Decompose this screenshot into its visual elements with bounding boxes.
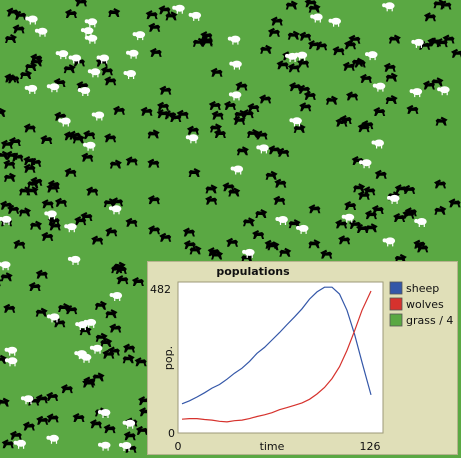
y-max-label: 482 <box>150 283 171 296</box>
legend-swatch <box>389 313 403 327</box>
x-axis-label: time <box>260 440 285 453</box>
legend-label: grass / 4 <box>406 314 453 327</box>
series-line-sheep <box>181 286 372 405</box>
y-min-label: 0 <box>168 427 175 440</box>
legend-label: wolves <box>406 298 444 311</box>
plot-title: populations <box>216 265 290 278</box>
x-min-label: 0 <box>175 440 182 453</box>
x-max-label: 126 <box>360 440 381 453</box>
series-layer <box>181 286 372 423</box>
legend-label: sheep <box>406 282 439 295</box>
legend-swatch <box>389 297 403 311</box>
legend-swatch <box>389 281 403 295</box>
plot-area <box>177 281 384 434</box>
population-plot: populations 482 0 pop. 0 126 time sheep w… <box>147 261 458 455</box>
y-axis-label: pop. <box>162 346 175 370</box>
series-line-wolves <box>181 290 372 423</box>
legend: sheep wolves grass / 4 <box>389 281 453 327</box>
